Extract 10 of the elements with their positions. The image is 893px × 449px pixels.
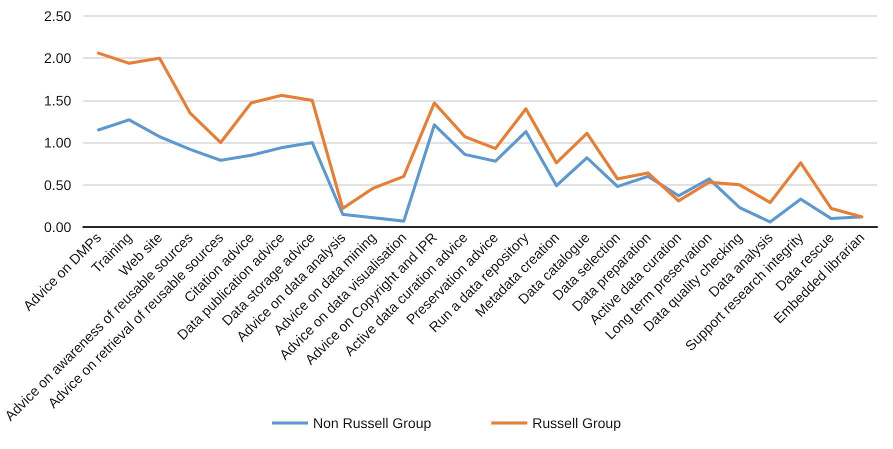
y-tick-label: 0.50 [44,176,72,193]
line-series [97,118,864,224]
y-tick-label: 0.00 [44,219,72,235]
legend-label: Russell Group [532,415,622,431]
y-tick-label: 1.00 [44,134,72,151]
y-tick-label: 1.50 [44,92,72,108]
y-tick-label: 2.50 [44,8,72,24]
legend-label: Non Russell Group [313,415,432,431]
y-tick-label: 2.00 [44,50,72,66]
line-series [97,52,864,218]
